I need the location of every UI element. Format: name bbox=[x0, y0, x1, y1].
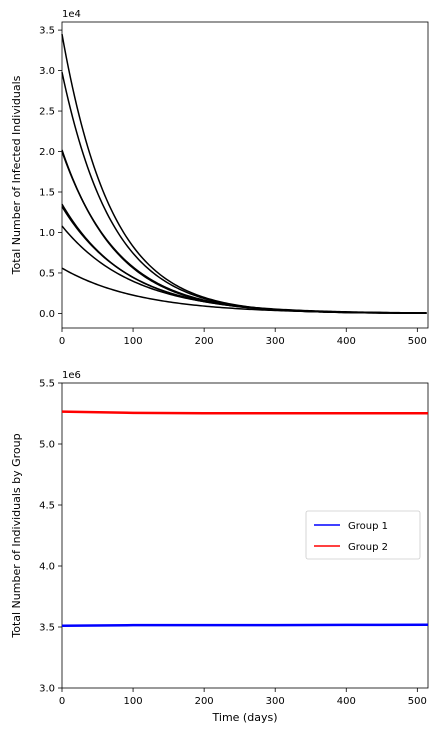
x-tick-label: 100 bbox=[124, 696, 143, 707]
infected-series-line-7 bbox=[61, 225, 427, 314]
x-tick-label: 100 bbox=[124, 336, 143, 347]
infected-plot-frame bbox=[61, 21, 429, 329]
group-x-axis-label: Time (days) bbox=[212, 711, 278, 724]
group-chart: 0 100 200 300 400 500 3.03.54.04.55.05.5 1e6 … bbox=[10, 370, 429, 724]
legend-label-group-2: Group 2 bbox=[348, 542, 388, 553]
group-x-ticks: 0 100 200 300 400 500 bbox=[59, 688, 427, 707]
group-series-line-1 bbox=[61, 623, 429, 628]
y-tick-label: 1.0 bbox=[39, 228, 55, 239]
y-tick-label: 1.5 bbox=[39, 188, 55, 199]
x-tick-label: 300 bbox=[266, 336, 285, 347]
infected-y-axis-label: Total Number of Infected Individuals bbox=[10, 75, 23, 275]
y-tick-label: 0.0 bbox=[39, 309, 55, 320]
y-tick-label: 5.5 bbox=[39, 379, 55, 390]
legend-label-group-1: Group 1 bbox=[348, 521, 388, 532]
y-tick-label: 0.5 bbox=[39, 268, 55, 279]
x-tick-label: 0 bbox=[59, 336, 65, 347]
infected-x-ticks: 0 100 200 300 400 500 bbox=[59, 328, 427, 347]
infected-series-line-6 bbox=[61, 206, 427, 314]
group-series-line-2 bbox=[61, 410, 428, 415]
x-tick-label: 200 bbox=[195, 336, 214, 347]
y-tick-label: 2.5 bbox=[39, 107, 55, 118]
y-tick-label: 4.0 bbox=[39, 562, 55, 573]
infected-series-line-4 bbox=[61, 151, 427, 314]
x-tick-label: 400 bbox=[337, 696, 356, 707]
y-tick-label: 3.5 bbox=[39, 26, 55, 37]
infected-series-line-8 bbox=[61, 267, 427, 314]
x-tick-label: 300 bbox=[266, 696, 285, 707]
y-tick-label: 4.5 bbox=[39, 501, 55, 512]
x-tick-label: 400 bbox=[337, 336, 356, 347]
infected-series-line-2 bbox=[61, 72, 427, 314]
group-series-lines bbox=[61, 410, 429, 628]
infected-chart: 0 100 200 300 400 500 0.0 0.5 1.0 1.5 2.0 2.5 3.0 3.… bbox=[10, 9, 429, 347]
infected-y-ticks: 0.0 0.5 1.0 1.5 2.0 2.5 3.0 3.5 bbox=[39, 26, 62, 320]
infected-series-line-1 bbox=[61, 34, 427, 314]
y-tick-label: 3.5 bbox=[39, 623, 55, 634]
x-tick-label: 200 bbox=[195, 696, 214, 707]
x-tick-label: 500 bbox=[408, 336, 427, 347]
y-tick-label: 3.0 bbox=[39, 66, 55, 77]
group-y-offset-text: 1e6 bbox=[62, 370, 81, 381]
group-y-axis-label: Total Number of Individuals by Group bbox=[10, 433, 23, 638]
x-tick-label: 0 bbox=[59, 696, 65, 707]
x-tick-label: 500 bbox=[408, 696, 427, 707]
y-tick-label: 3.0 bbox=[39, 684, 55, 695]
infected-y-offset-text: 1e4 bbox=[62, 9, 81, 20]
group-plot-frame bbox=[61, 382, 429, 689]
group-y-ticks: 3.0 3.5 4.0 4.5 5.0 5.5 bbox=[39, 379, 62, 695]
y-tick-label: 2.0 bbox=[39, 147, 55, 158]
legend-box bbox=[305, 510, 421, 560]
group-legend: Group 1 Group 2 bbox=[305, 510, 421, 560]
y-tick-label: 5.0 bbox=[39, 440, 55, 451]
infected-series-lines bbox=[61, 34, 427, 314]
